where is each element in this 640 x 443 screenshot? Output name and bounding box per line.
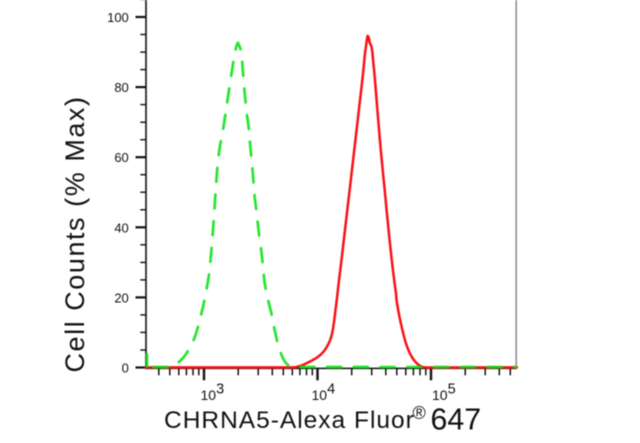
svg-text:40: 40 xyxy=(114,220,128,235)
svg-text:Cell Counts (% Max): Cell Counts (% Max) xyxy=(60,95,90,372)
svg-text:0: 0 xyxy=(122,361,129,376)
svg-text:105: 105 xyxy=(432,382,456,404)
svg-text:100: 100 xyxy=(107,10,129,25)
svg-text:20: 20 xyxy=(114,290,128,305)
svg-text:104: 104 xyxy=(312,382,336,404)
svg-text:103: 103 xyxy=(201,382,225,404)
svg-text:®: ® xyxy=(413,403,426,423)
svg-text:60: 60 xyxy=(114,150,128,165)
svg-text:80: 80 xyxy=(114,80,128,95)
svg-text:647: 647 xyxy=(431,404,482,437)
svg-text:CHRNA5-Alexa Fluor: CHRNA5-Alexa Fluor xyxy=(164,407,415,434)
